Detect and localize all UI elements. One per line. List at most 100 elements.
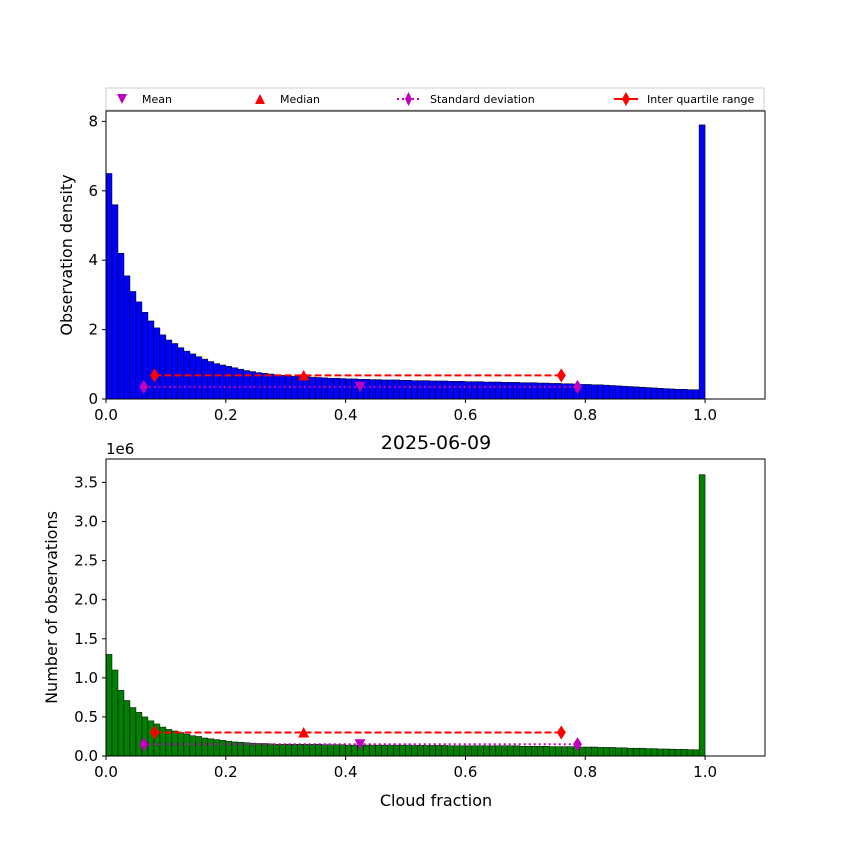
count-bar: [465, 745, 472, 757]
density-bar: [393, 379, 400, 400]
count-bar: [291, 744, 298, 757]
count-bar: [435, 745, 442, 757]
count-bar: [680, 749, 688, 757]
count-bar: [423, 745, 430, 757]
density-bar: [513, 382, 520, 400]
density-y-tick-label: 6: [88, 182, 98, 200]
thin-diamond-icon: [405, 92, 412, 106]
density-bar: [405, 380, 412, 400]
x-axis-label: Cloud fraction: [380, 791, 492, 810]
count-bar: [555, 746, 562, 757]
density-iqr-low-marker: [150, 368, 160, 383]
density-bar: [309, 376, 316, 400]
density-bar: [399, 380, 406, 400]
count-bar: [303, 744, 310, 757]
count-axes-frame: [105, 458, 766, 757]
triangle-down-icon: [117, 94, 127, 104]
density-median-marker: [298, 369, 310, 381]
density-bar: [339, 378, 346, 400]
count-bar: [537, 745, 544, 757]
density-bar: [423, 380, 430, 400]
count-bar: [273, 744, 280, 757]
density-bar: [597, 384, 604, 400]
density-bar: [387, 379, 394, 400]
density-bar: [255, 372, 263, 400]
density-y-tick-label: 8: [88, 112, 98, 130]
count-bar: [327, 744, 334, 757]
density-bar: [435, 380, 442, 400]
count-bars: [105, 474, 706, 757]
density-bar: [441, 380, 448, 400]
count-bar: [369, 744, 376, 757]
count-bar: [129, 707, 137, 757]
count-bar: [561, 746, 568, 757]
density-bar: [495, 381, 502, 400]
count-y-tick-label: 1.5: [74, 630, 98, 648]
count-x-tick-label: 1.0: [693, 763, 717, 781]
count-bar: [692, 749, 700, 757]
figure-title: 2025-06-09: [381, 432, 491, 454]
count-bar: [519, 745, 526, 757]
density-bar: [537, 382, 544, 400]
count-bar: [650, 748, 658, 757]
count-bar: [159, 726, 167, 757]
triangle-up-icon: [255, 94, 265, 104]
count-bar: [447, 745, 454, 757]
density-bar: [189, 353, 197, 400]
count-y-tick-label: 3.5: [74, 473, 98, 491]
count-bar: [285, 744, 292, 757]
count-bar: [405, 744, 412, 757]
legend-label-std: Standard deviation: [430, 93, 535, 106]
density-bar: [105, 173, 113, 400]
count-bar: [579, 746, 586, 757]
count-bar: [459, 745, 466, 757]
thin-diamond-icon: [622, 92, 630, 106]
legend-label-median: Median: [280, 93, 320, 106]
density-bar: [602, 384, 610, 400]
count-bar: [219, 740, 227, 757]
count-bar: [297, 744, 304, 757]
count-y-axis-label: Number of observations: [42, 511, 61, 704]
density-bar: [165, 339, 173, 400]
density-bar: [549, 383, 556, 400]
density-bar: [159, 334, 167, 400]
count-y-tick-label: 2.0: [74, 591, 98, 609]
count-bar: [668, 748, 676, 757]
density-bar: [111, 204, 119, 400]
count-x-tick-label: 0.0: [94, 763, 118, 781]
count-x-tick-label: 0.6: [454, 763, 478, 781]
density-bar: [543, 382, 550, 400]
density-bar: [447, 381, 454, 400]
density-x-tick-label: 0.2: [214, 406, 238, 424]
count-bar: [471, 745, 478, 757]
count-bar: [267, 743, 274, 757]
count-y-tick-label: 2.5: [74, 552, 98, 570]
count-bar: [567, 746, 574, 757]
count-iqr-high-marker: [556, 725, 566, 740]
count-bar: [117, 690, 125, 757]
density-bar: [225, 366, 233, 400]
count-bar: [105, 654, 113, 757]
count-bar: [495, 745, 502, 757]
count-bar: [698, 474, 706, 757]
count-bar: [321, 744, 328, 757]
density-x-tick-label: 0.4: [334, 406, 358, 424]
density-bar: [489, 381, 496, 400]
count-bar: [345, 744, 352, 757]
density-bar: [608, 385, 616, 400]
legend-item-mean: Mean: [117, 93, 172, 106]
count-bar: [632, 747, 640, 757]
count-bar: [597, 747, 604, 757]
count-bar: [207, 738, 215, 757]
density-mean-marker: [354, 381, 366, 393]
density-bar: [195, 356, 203, 400]
density-x-tick-label: 0.0: [94, 406, 118, 424]
density-bar: [459, 381, 466, 400]
count-bar: [213, 739, 221, 757]
count-bar: [255, 743, 263, 757]
density-bar: [620, 385, 628, 400]
count-mean-marker: [354, 739, 366, 750]
density-bar: [321, 377, 328, 400]
count-bar: [123, 700, 131, 757]
count-bar: [147, 720, 155, 757]
